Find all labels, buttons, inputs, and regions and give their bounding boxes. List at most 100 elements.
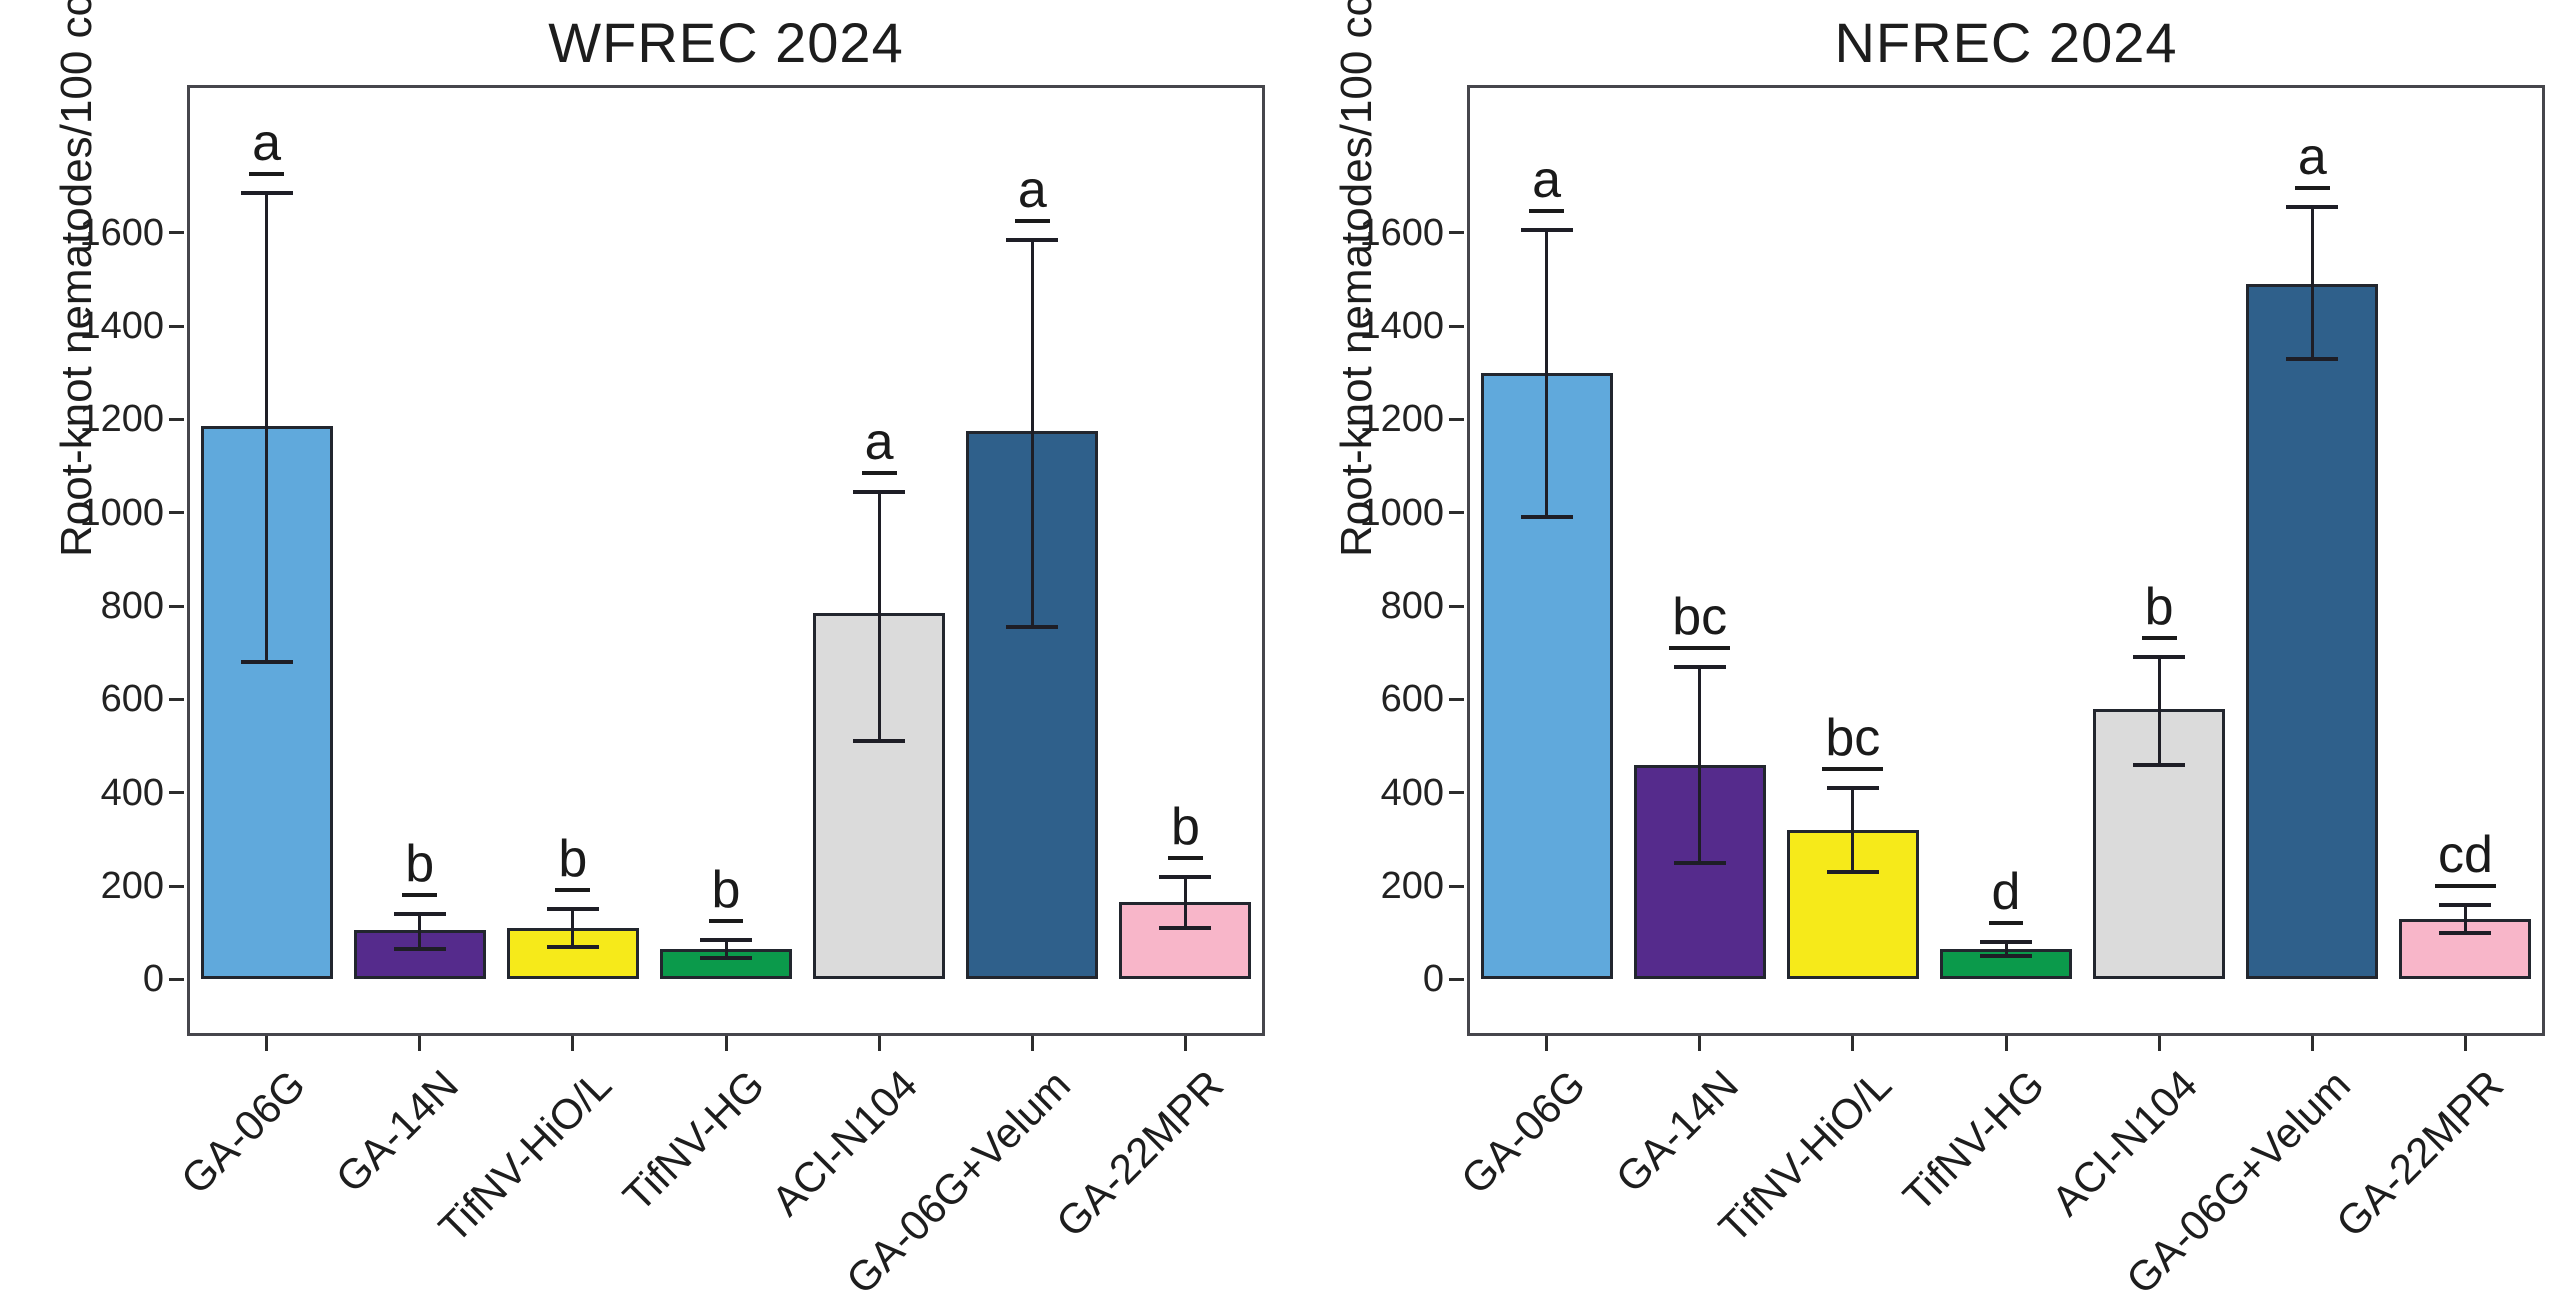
error-cap-top	[546, 907, 599, 912]
chart-panel-nfrec: NFREC 2024 Root-knot nematodes/100 cc so…	[1280, 0, 2560, 1298]
error-cap-bottom	[1980, 954, 2032, 958]
sig-letter-text: a	[2294, 131, 2330, 190]
error-cap-top	[700, 937, 752, 942]
sig-letter-text: cd	[2434, 829, 2496, 888]
sig-letter-text: b	[708, 864, 744, 923]
plot-area: 0 200 400 600 800 1000 1200 1400 1600 a GA-06G bc GA…	[1359, 85, 2545, 1298]
sig-letter: a	[187, 117, 347, 176]
error-cap-bottom	[853, 739, 906, 744]
y-tick-label: 200	[100, 865, 164, 907]
sig-letter-text: b	[555, 833, 591, 893]
error-bar	[877, 491, 881, 742]
y-tick	[169, 791, 184, 795]
error-cap-bottom	[1520, 515, 1573, 520]
y-tick-label: 800	[100, 585, 164, 627]
y-tick-label: 0	[142, 958, 164, 1001]
error-bar	[724, 939, 728, 959]
sig-letter: b	[2079, 581, 2239, 641]
sig-letter-text: b	[1167, 801, 1203, 860]
error-bar	[2157, 657, 2161, 765]
error-cap-top	[393, 912, 446, 916]
sig-letter: a	[799, 416, 959, 475]
sig-letter-text: a	[1529, 154, 1565, 214]
x-tick	[1545, 1036, 1549, 1051]
y-tick	[169, 977, 184, 981]
error-cap-top	[240, 191, 293, 195]
error-cap-top	[2133, 655, 2186, 660]
error-cap-top	[1980, 940, 2032, 944]
x-tick	[571, 1036, 575, 1051]
error-bar	[2004, 942, 2008, 956]
y-tick	[1449, 697, 1464, 701]
y-tick-label: 1000	[79, 491, 164, 534]
sig-letter: bc	[1620, 591, 1780, 650]
error-cap-bottom	[1673, 860, 1726, 865]
x-tick	[2004, 1036, 2008, 1051]
chart-title: NFREC 2024	[1834, 11, 2178, 74]
y-tick	[169, 604, 184, 608]
x-tick	[1183, 1036, 1187, 1051]
sig-letter-text: b	[402, 838, 438, 897]
sig-letter-text: b	[2141, 581, 2177, 641]
error-bar	[1030, 239, 1034, 627]
y-tick-label: 1200	[79, 398, 164, 441]
error-cap-bottom	[2439, 930, 2492, 935]
bar	[1480, 372, 1613, 980]
sig-letter: d	[1926, 866, 2086, 925]
error-cap-top	[2286, 205, 2339, 209]
x-tick	[724, 1036, 728, 1051]
y-tick	[169, 231, 184, 235]
y-tick	[1449, 324, 1464, 328]
error-bar	[2463, 904, 2467, 933]
error-bar	[265, 193, 269, 662]
y-tick	[1449, 511, 1464, 515]
sig-letter-text: bc	[1822, 712, 1884, 771]
y-tick-label: 1200	[1359, 398, 1444, 441]
error-bar	[418, 914, 422, 949]
sig-letter: b	[493, 833, 653, 893]
error-cap-bottom	[2133, 762, 2186, 767]
x-tick	[418, 1036, 422, 1051]
x-tick	[1030, 1036, 1034, 1051]
chart-panel-wfrec: WFREC 2024 Root-knot nematodes/100 cc so…	[52, 0, 1265, 1298]
y-tick	[169, 417, 184, 421]
error-cap-bottom	[700, 956, 752, 961]
y-tick	[169, 511, 184, 515]
sig-letter-text: bc	[1669, 591, 1731, 650]
error-cap-top	[1673, 664, 1726, 669]
error-cap-bottom	[2286, 356, 2339, 361]
y-tick-label: 1600	[1359, 211, 1444, 254]
chart-title: WFREC 2024	[548, 11, 904, 74]
y-tick-label: 1400	[1359, 305, 1444, 347]
y-tick-label: 0	[1422, 958, 1444, 1001]
x-tick	[2310, 1036, 2314, 1051]
error-cap-top	[2439, 902, 2492, 907]
y-tick	[1449, 884, 1464, 888]
error-bar	[1183, 876, 1187, 928]
y-tick-label: 600	[1380, 678, 1444, 721]
y-tick-label: 1400	[79, 305, 164, 347]
error-bar	[571, 909, 575, 947]
error-bar	[1698, 666, 1702, 863]
sig-letter: a	[2232, 131, 2392, 190]
error-cap-bottom	[240, 660, 293, 664]
y-tick	[1449, 417, 1464, 421]
y-tick	[1449, 231, 1464, 235]
error-cap-top	[853, 489, 906, 494]
error-cap-bottom	[1006, 625, 1059, 629]
sig-letter-text: a	[1014, 164, 1050, 223]
error-bar	[1545, 230, 1549, 518]
y-tick	[1449, 791, 1464, 795]
x-tick	[2463, 1036, 2467, 1051]
sig-letter-text: a	[861, 416, 897, 475]
error-cap-bottom	[1826, 870, 1879, 874]
error-cap-bottom	[546, 944, 599, 949]
error-cap-bottom	[393, 947, 446, 951]
sig-letter: cd	[2385, 829, 2545, 888]
error-cap-top	[1520, 228, 1573, 233]
x-tick	[1698, 1036, 1702, 1051]
y-tick	[1449, 604, 1464, 608]
error-bar	[2310, 207, 2314, 359]
y-tick-label: 1600	[79, 211, 164, 254]
